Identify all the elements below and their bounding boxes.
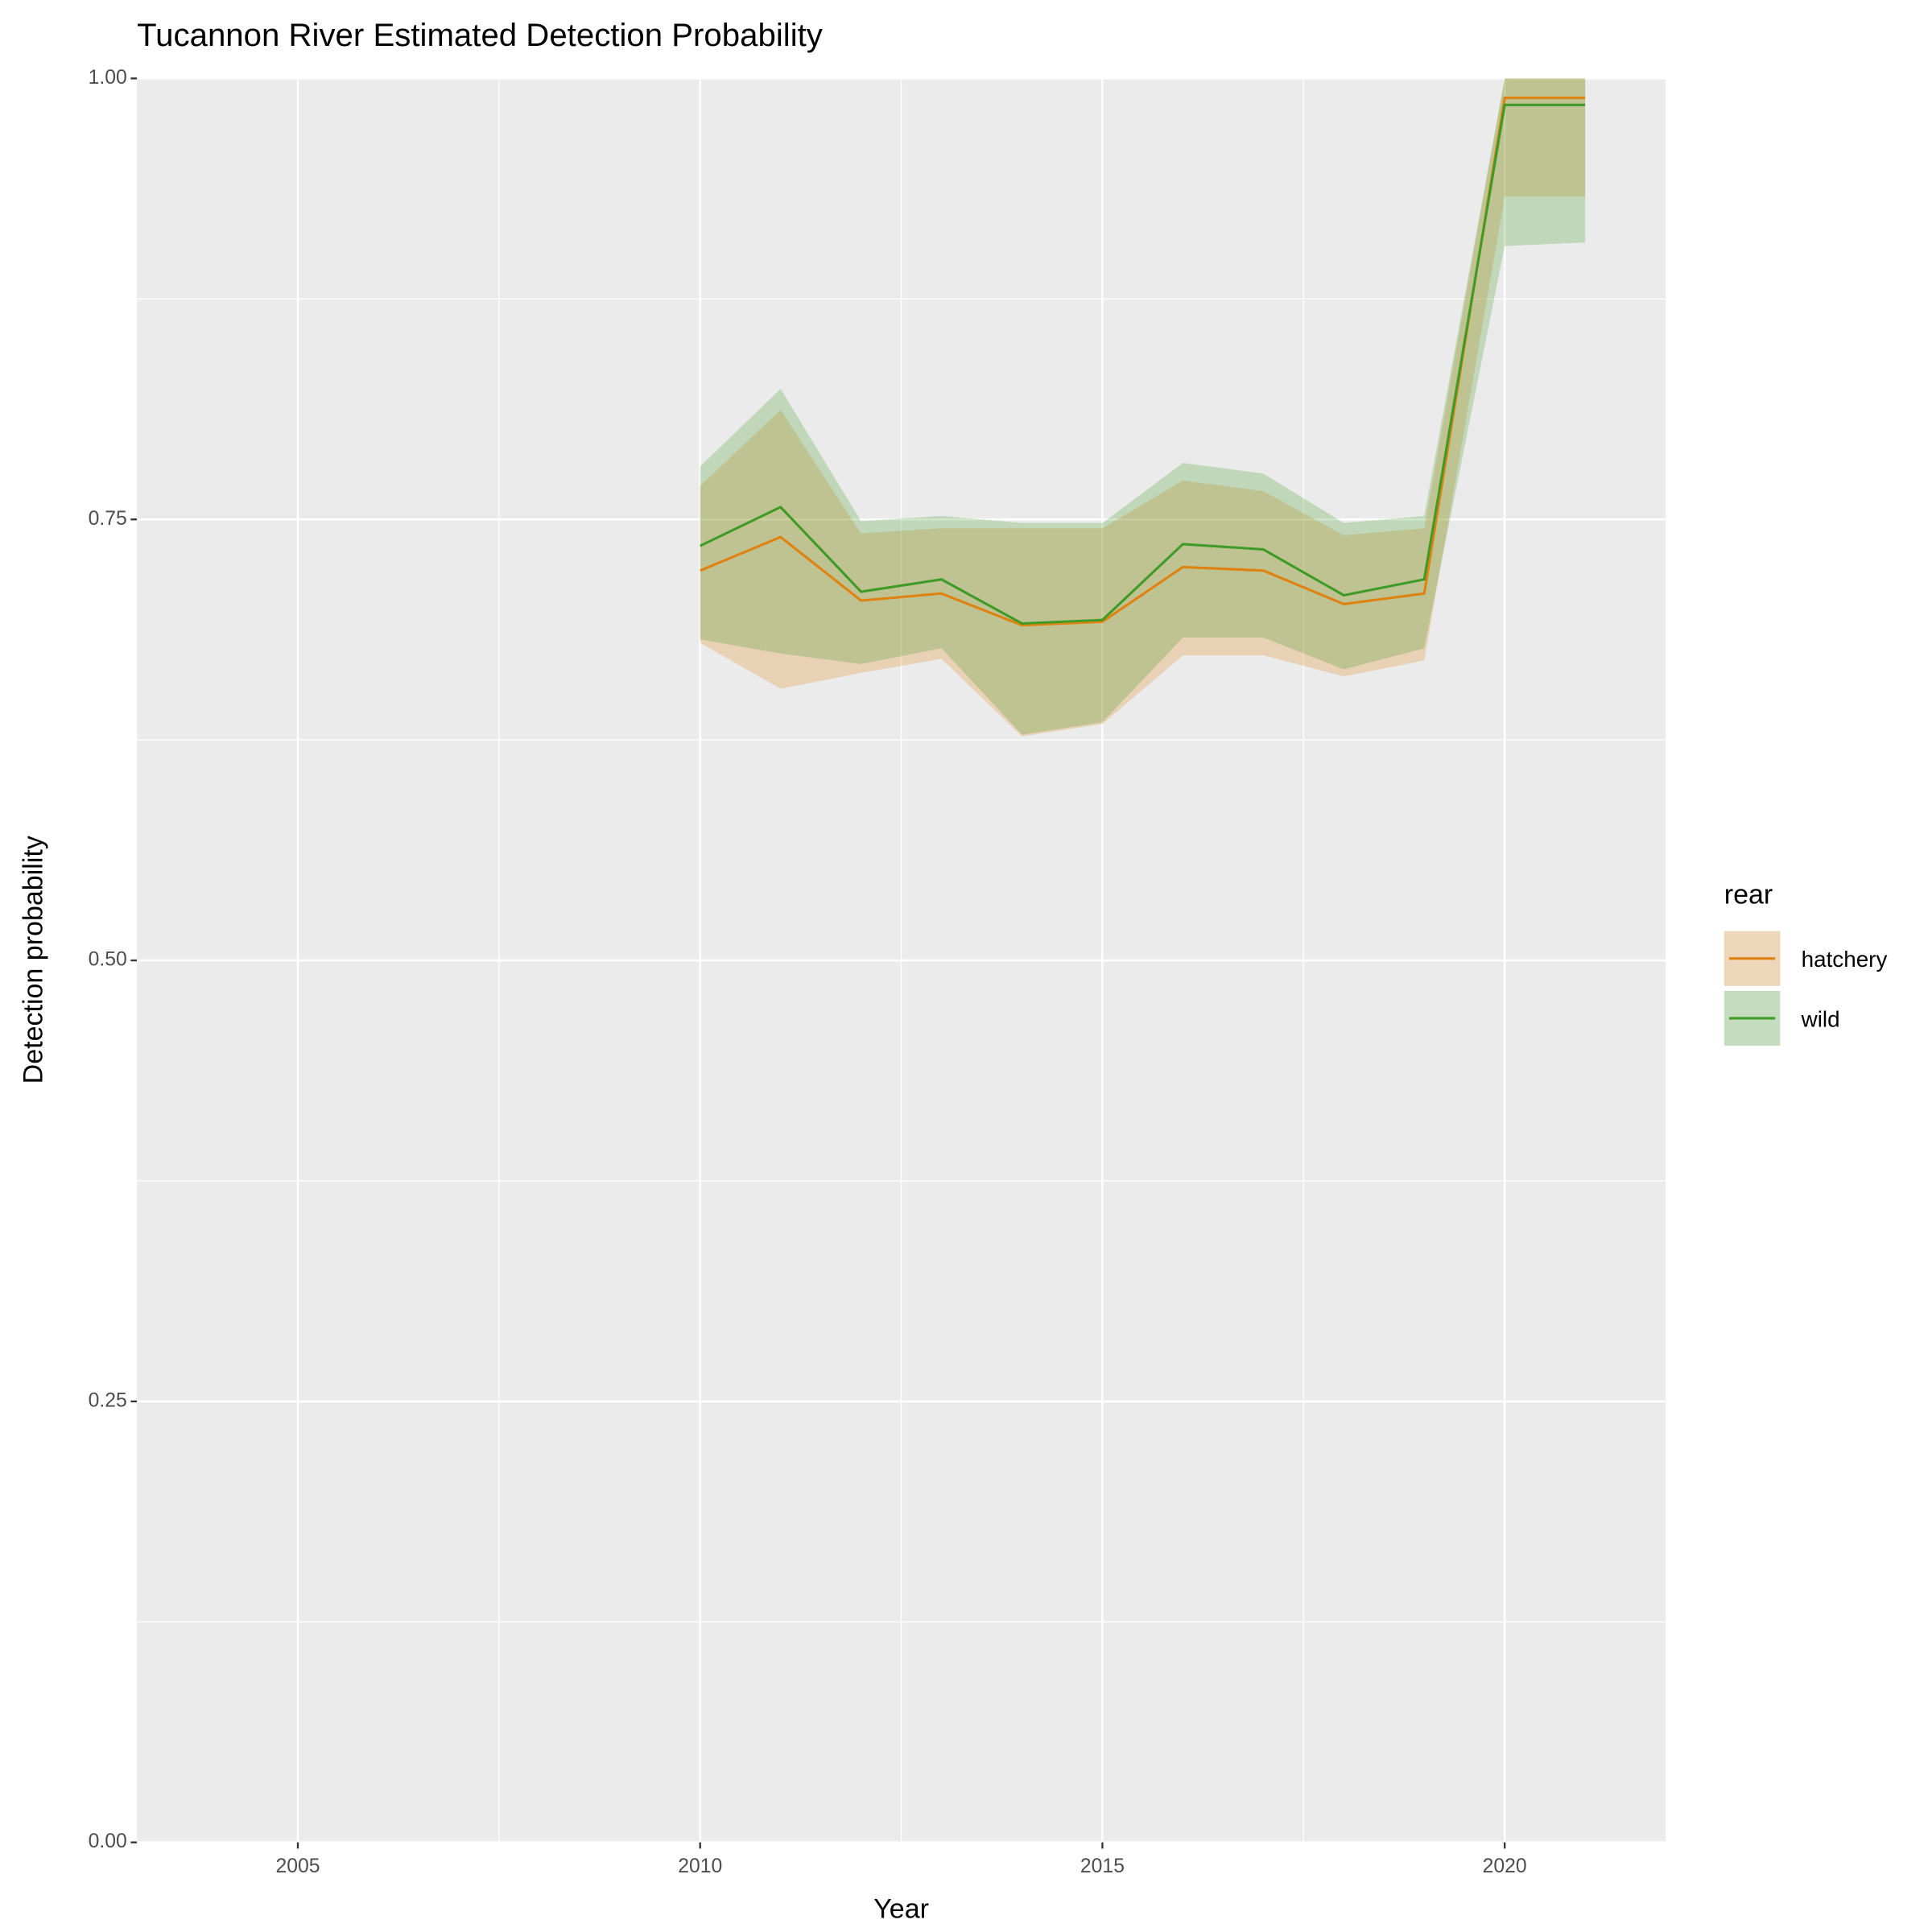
y-axis-title: Detection probability [18, 836, 48, 1084]
y-tick-label: 0.50 [89, 949, 127, 971]
series-layer [700, 78, 1586, 737]
x-axis-title: Year [873, 1894, 929, 1925]
y-tick-label: 1.00 [89, 67, 127, 89]
x-tick-label: 2015 [1080, 1856, 1125, 1877]
legend-title: rear [1724, 879, 1773, 910]
y-tick-label: 0.25 [89, 1389, 127, 1411]
x-tick-label: 2005 [275, 1856, 320, 1877]
y-tick-label: 0.00 [89, 1831, 127, 1852]
y-tick-label: 0.75 [89, 508, 127, 530]
legend-label: wild [1801, 1006, 1840, 1031]
line [700, 103, 1586, 625]
line [700, 96, 1586, 627]
legend-label: hatchery [1802, 947, 1888, 972]
x-tick-label: 2020 [1483, 1856, 1527, 1877]
ribbon [700, 78, 1586, 735]
ribbon [700, 78, 1586, 737]
x-tick-label: 2010 [678, 1856, 722, 1877]
chart-title: Tucannon River Estimated Detection Proba… [137, 17, 824, 53]
